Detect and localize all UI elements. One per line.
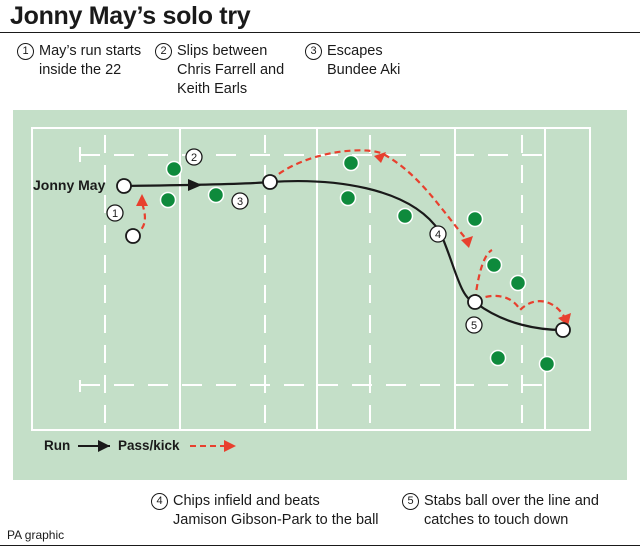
note-4-number: 4 (151, 493, 168, 510)
defender (396, 207, 414, 225)
defender (538, 355, 556, 373)
note-5-number: 5 (402, 493, 419, 510)
kick-short-path (473, 249, 493, 301)
kick-chip-path (270, 149, 468, 241)
note-2: 2 Slips between Chris Farrell and Keith … (155, 42, 284, 99)
marker-1: 1 (106, 204, 124, 222)
defender (207, 186, 225, 204)
defender (159, 191, 177, 209)
may-finish (555, 322, 571, 338)
svg-text:4: 4 (435, 229, 441, 241)
svg-text:2: 2 (191, 152, 197, 164)
svg-text:1: 1 (112, 208, 118, 220)
note-1: 1 May’s run starts inside the 22 (17, 42, 141, 80)
defender (489, 349, 507, 367)
defender (509, 274, 527, 292)
may-positions (116, 174, 571, 338)
kick-arrowheads (136, 152, 571, 326)
marker-3: 3 (231, 192, 249, 210)
bottom-divider (0, 545, 640, 546)
marker-4: 4 (429, 225, 447, 243)
defender (342, 154, 360, 172)
note-1-text: May’s run starts inside the 22 (39, 43, 142, 78)
defenders (159, 154, 556, 373)
legend-run-arrow (98, 440, 110, 452)
pitch-markings (31, 127, 591, 431)
pass-receiver (125, 228, 141, 244)
may-start (116, 178, 132, 194)
defender (485, 256, 503, 274)
player-label: Jonny May (33, 177, 106, 193)
note-4-text: Chips infield and beats Jamison Gibson-P… (173, 493, 379, 528)
dashed-lines (104, 135, 523, 425)
note-2-text: Slips between Chris Farrell and Keith Ea… (177, 43, 285, 97)
note-3-text: Escapes Bundee Aki (327, 43, 401, 78)
run-arrowhead (188, 179, 202, 191)
legend: Run Pass/kick (44, 438, 236, 453)
horizontal-dashes (80, 154, 545, 386)
defender (466, 210, 484, 228)
note-3-number: 3 (305, 43, 322, 60)
svg-text:3: 3 (237, 196, 243, 208)
note-5: 5 Stabs ball over the line and catches t… (402, 492, 599, 530)
footer-credit: PA graphic (7, 528, 65, 542)
pitch-background (13, 110, 627, 480)
may-position (262, 174, 278, 190)
title-divider (0, 32, 640, 33)
defender (165, 160, 183, 178)
note-3: 3 Escapes Bundee Aki (305, 42, 400, 80)
field-boundary (31, 127, 591, 431)
legend-kick-label: Pass/kick (118, 438, 180, 453)
note-2-number: 2 (155, 43, 172, 60)
legend-run-label: Run (44, 438, 70, 453)
page-title: Jonny May’s solo try (10, 2, 251, 30)
note-1-number: 1 (17, 43, 34, 60)
marker-5: 5 (465, 316, 483, 334)
marker-2: 2 (185, 148, 203, 166)
svg-text:5: 5 (471, 320, 477, 332)
note-4: 4 Chips infield and beats Jamison Gibson… (151, 492, 379, 530)
note-5-text: Stabs ball over the line and catches to … (424, 493, 599, 528)
step-markers: 1 2 3 4 5 (106, 148, 483, 334)
defender (339, 189, 357, 207)
run-path (123, 179, 564, 332)
legend-kick-arrow (224, 440, 236, 452)
may-position (467, 294, 483, 310)
